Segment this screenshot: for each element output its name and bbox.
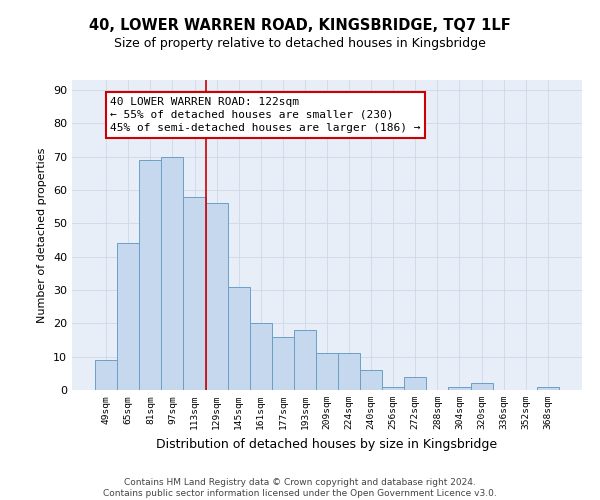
Text: 40 LOWER WARREN ROAD: 122sqm
← 55% of detached houses are smaller (230)
45% of s: 40 LOWER WARREN ROAD: 122sqm ← 55% of de… xyxy=(110,96,421,133)
Bar xyxy=(184,196,206,390)
Bar xyxy=(360,370,382,390)
Y-axis label: Number of detached properties: Number of detached properties xyxy=(37,148,47,322)
Bar xyxy=(294,330,316,390)
Bar xyxy=(537,386,559,390)
Text: 40, LOWER WARREN ROAD, KINGSBRIDGE, TQ7 1LF: 40, LOWER WARREN ROAD, KINGSBRIDGE, TQ7 … xyxy=(89,18,511,32)
Bar xyxy=(161,156,184,390)
Bar xyxy=(227,286,250,390)
Text: Contains HM Land Registry data © Crown copyright and database right 2024.
Contai: Contains HM Land Registry data © Crown c… xyxy=(103,478,497,498)
Bar xyxy=(338,354,360,390)
Bar xyxy=(117,244,139,390)
Bar xyxy=(272,336,294,390)
Bar xyxy=(139,160,161,390)
Bar xyxy=(95,360,117,390)
Bar xyxy=(470,384,493,390)
Bar xyxy=(404,376,427,390)
Bar xyxy=(448,386,470,390)
Bar xyxy=(250,324,272,390)
Bar xyxy=(206,204,227,390)
Bar xyxy=(316,354,338,390)
X-axis label: Distribution of detached houses by size in Kingsbridge: Distribution of detached houses by size … xyxy=(157,438,497,450)
Text: Size of property relative to detached houses in Kingsbridge: Size of property relative to detached ho… xyxy=(114,38,486,51)
Bar xyxy=(382,386,404,390)
